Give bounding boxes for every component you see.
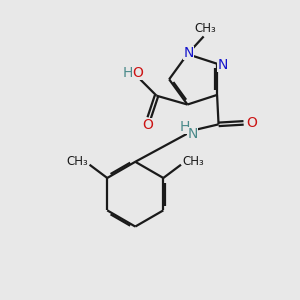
Text: N: N xyxy=(217,58,228,72)
Text: CH₃: CH₃ xyxy=(66,155,88,168)
Text: O: O xyxy=(132,66,143,80)
Text: O: O xyxy=(142,118,153,132)
Text: N: N xyxy=(183,46,194,60)
Text: O: O xyxy=(246,116,257,130)
Text: CH₃: CH₃ xyxy=(182,155,204,168)
Text: H: H xyxy=(180,120,190,134)
Text: H: H xyxy=(123,66,133,80)
Text: CH₃: CH₃ xyxy=(194,22,216,35)
Text: N: N xyxy=(188,127,198,141)
